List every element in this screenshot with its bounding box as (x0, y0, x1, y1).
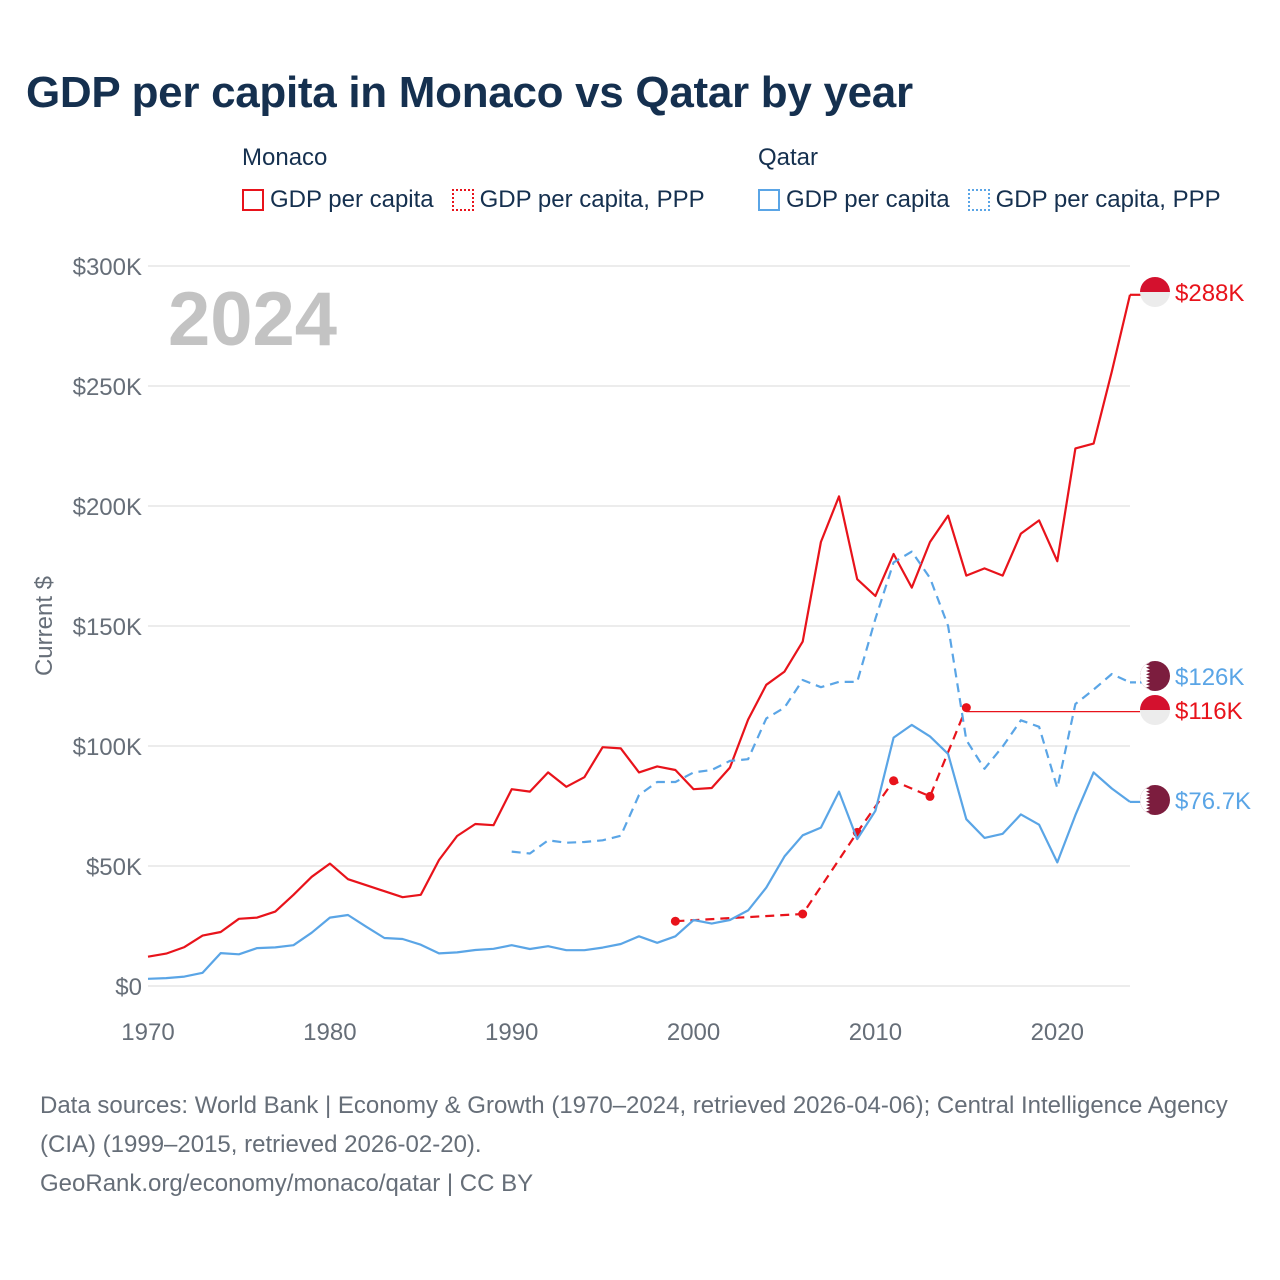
end-labels: $288K $126K $116K $76.7K (1140, 277, 1251, 815)
end-value-label: $116K (1175, 698, 1243, 725)
legend-group-label: Qatar (758, 144, 819, 171)
x-tick-label: 1970 (121, 1019, 174, 1046)
footer: Data sources: World Bank | Economy & Gro… (40, 1086, 1250, 1203)
y-tick-label: $250K (73, 374, 142, 401)
legend-item-label: GDP per capita (270, 186, 434, 213)
series-lines (147, 293, 1142, 980)
x-tick-label: 2020 (1031, 1019, 1084, 1046)
x-tick-label: 1990 (485, 1019, 538, 1046)
series-line-3 (511, 550, 1131, 855)
line-chart: 2024 $0 $50K $100K $150K $200K $250K $300K 197… (31, 254, 1251, 1046)
grid-lines (148, 265, 1130, 987)
series-line-2 (147, 723, 1131, 980)
y-tick-label: $0 (115, 974, 142, 1001)
legend-item-monaco-gdp[interactable]: GDP per capita (242, 186, 434, 214)
legend-swatch-dotted (967, 189, 990, 211)
legend-group-monaco: Monaco GDP per capita GDP per capita, PP… (242, 140, 723, 224)
legend-item-qatar-gdp[interactable]: GDP per capita (758, 186, 950, 214)
legend-item-label: GDP per capita (786, 186, 950, 213)
legend-item-monaco-gdp-ppp[interactable]: GDP per capita, PPP (451, 186, 705, 214)
series-line-1 (675, 707, 968, 923)
y-axis-title: Current $ (31, 576, 58, 676)
legend-swatch-solid (242, 189, 264, 211)
monaco-flag-icon (1140, 277, 1170, 307)
x-axis-ticks: 1970 1980 1990 2000 2010 2020 (121, 1019, 1084, 1046)
legend-group-label: Monaco (242, 144, 328, 171)
x-tick-label: 1980 (303, 1019, 356, 1046)
end-value-label: $288K (1175, 280, 1244, 307)
legend-swatch-solid (758, 189, 780, 211)
data-point (670, 916, 680, 926)
data-point (798, 909, 808, 919)
flag-top-half (1140, 277, 1170, 292)
qatar-flag-icon (1140, 661, 1170, 691)
year-watermark: 2024 (168, 277, 337, 362)
legend-item-label: GDP per capita, PPP (995, 186, 1221, 213)
footer-sources: Data sources: World Bank | Economy & Gro… (40, 1092, 1228, 1158)
flag-top-half (1140, 695, 1170, 710)
monaco-flag-icon (1140, 695, 1170, 725)
y-tick-label: $200K (73, 494, 142, 521)
y-tick-label: $300K (73, 254, 142, 281)
data-point (925, 791, 935, 801)
flag-white-band (1140, 785, 1150, 815)
end-value-label: $126K (1175, 664, 1244, 691)
data-point (961, 703, 971, 713)
chart-title: GDP per capita in Monaco vs Qatar by yea… (26, 68, 913, 117)
x-tick-label: 2000 (667, 1019, 720, 1046)
series-line-0 (147, 294, 1132, 958)
legend-item-qatar-gdp-ppp[interactable]: GDP per capita, PPP (967, 186, 1221, 214)
data-point (889, 776, 899, 786)
x-tick-label: 2010 (849, 1019, 902, 1046)
footer-credit[interactable]: GeoRank.org/economy/monaco/qatar | CC BY (40, 1170, 534, 1197)
legend-swatch-dotted (451, 189, 474, 211)
y-axis-ticks: $0 $50K $100K $150K $200K $250K $300K (73, 254, 142, 1001)
end-value-label: $76.7K (1175, 788, 1251, 815)
y-tick-label: $50K (86, 854, 142, 881)
y-tick-label: $150K (73, 614, 142, 641)
flag-white-band (1140, 661, 1150, 691)
y-tick-label: $100K (73, 734, 142, 761)
legend-group-qatar: Qatar GDP per capita GDP per capita, PPP (758, 140, 1239, 224)
legend-item-label: GDP per capita, PPP (479, 186, 705, 213)
qatar-flag-icon (1140, 785, 1170, 815)
